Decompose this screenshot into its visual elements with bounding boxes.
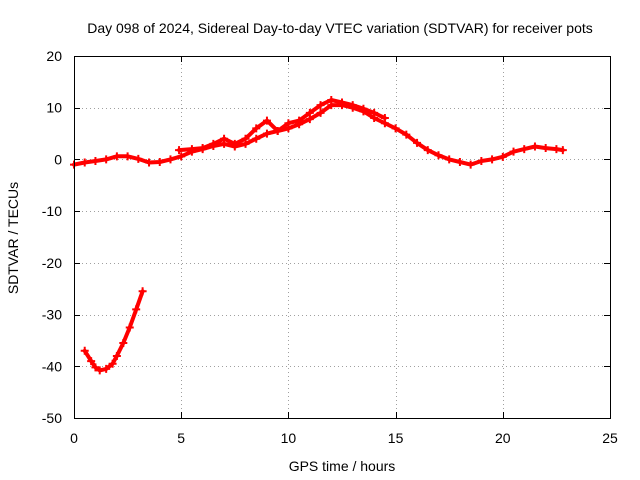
chart-title: Day 098 of 2024, Sidereal Day-to-day VTE… — [87, 20, 593, 36]
series-point — [125, 323, 134, 332]
y-axis-label: SDTVAR / TECUs — [5, 182, 21, 294]
series-line-low-arc — [82, 289, 145, 373]
series-point — [123, 152, 132, 161]
y-tick-labels: -50 -40 -30 -20 -10 0 10 20 — [42, 48, 62, 426]
series-point — [87, 357, 96, 366]
series-point — [284, 119, 293, 128]
series-point — [498, 152, 507, 161]
series-point — [413, 138, 422, 147]
series-point — [102, 155, 111, 164]
series-line-secondary — [177, 98, 387, 153]
series-point — [112, 152, 121, 161]
x-tick-label: 15 — [388, 430, 404, 446]
series-point — [134, 154, 143, 163]
x-tick-labels: 0 5 10 15 20 25 — [70, 430, 618, 446]
x-axis-label: GPS time / hours — [289, 458, 396, 474]
series-point — [252, 124, 261, 133]
series-point — [327, 95, 336, 104]
series-point — [273, 126, 282, 135]
series-point — [166, 155, 175, 164]
series-point — [455, 158, 464, 167]
series-point — [391, 124, 400, 133]
x-tick-label: 20 — [495, 430, 511, 446]
series-point — [477, 156, 486, 165]
y-tick-label: -20 — [42, 255, 62, 271]
axis-ticks — [74, 56, 611, 419]
series-point — [95, 366, 104, 375]
series-point — [102, 364, 111, 373]
series-point — [209, 139, 218, 148]
series-point — [434, 151, 443, 160]
series-point — [220, 134, 229, 143]
x-tick-label: 0 — [70, 430, 78, 446]
series-point — [445, 155, 454, 164]
x-tick-label: 25 — [602, 430, 618, 446]
y-tick-label: 20 — [46, 48, 62, 64]
series-point — [552, 145, 561, 154]
series-point — [402, 130, 411, 139]
series-point — [80, 346, 89, 355]
series-point — [541, 144, 550, 153]
series-point — [91, 363, 100, 372]
y-tick-label: 10 — [46, 100, 62, 116]
series-point — [145, 158, 154, 167]
series-point — [530, 142, 539, 151]
series-point — [241, 134, 250, 143]
x-tick-label: 10 — [281, 430, 297, 446]
series-point — [423, 146, 432, 155]
series-point — [91, 156, 100, 165]
series-point — [295, 116, 304, 125]
data-series — [70, 95, 567, 375]
series-point — [370, 108, 379, 117]
series-point — [132, 305, 141, 314]
series-point — [198, 144, 207, 153]
series-point — [138, 287, 147, 296]
series-point — [380, 114, 389, 123]
series-point — [252, 134, 261, 143]
series-point — [177, 152, 186, 161]
y-tick-label: -50 — [42, 410, 62, 426]
series-line-main — [72, 103, 565, 167]
series-point — [187, 145, 196, 154]
series-point — [359, 104, 368, 113]
series-point — [262, 116, 271, 125]
grid — [74, 56, 610, 418]
x-tick-label: 5 — [177, 430, 185, 446]
y-tick-label: -10 — [42, 203, 62, 219]
series-point — [230, 139, 239, 148]
series-point — [348, 101, 357, 110]
y-tick-label: 0 — [54, 151, 62, 167]
series-point — [80, 158, 89, 167]
series-point — [112, 351, 121, 360]
series-point — [466, 160, 475, 169]
series-point — [108, 359, 117, 368]
y-tick-label: -40 — [42, 358, 62, 374]
plot-frame — [74, 56, 611, 419]
series-point — [520, 145, 529, 154]
series-point — [509, 147, 518, 156]
series-point — [175, 146, 184, 155]
series-point — [316, 101, 325, 110]
series-point — [262, 129, 271, 138]
series-point — [316, 108, 325, 117]
y-tick-label: -30 — [42, 307, 62, 323]
series-point — [155, 158, 164, 167]
series-point — [119, 339, 128, 348]
series-point — [488, 155, 497, 164]
series-point — [338, 98, 346, 107]
series-point — [305, 108, 314, 117]
series-point — [558, 146, 567, 155]
